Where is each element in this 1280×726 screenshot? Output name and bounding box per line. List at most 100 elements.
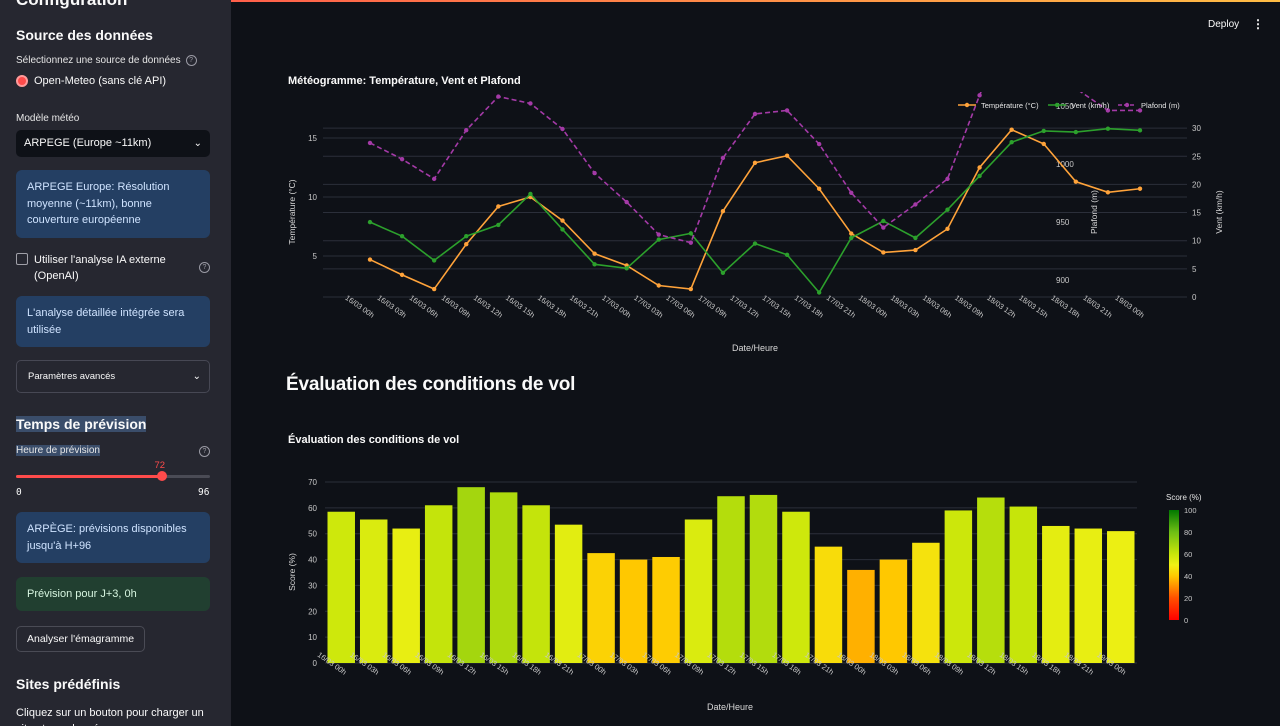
sidebar: Configuration Source des données Sélecti… bbox=[0, 0, 231, 726]
data-point bbox=[945, 226, 950, 232]
sites-title: Sites prédéfinis bbox=[16, 676, 121, 692]
y2-axis-title: Plafond (m) bbox=[1089, 190, 1099, 234]
checkbox-icon[interactable] bbox=[16, 253, 28, 265]
ai-checkbox-label: Utiliser l'analyse IA externe (OpenAI) bbox=[34, 254, 166, 282]
meteogram-chart: 510159009501000105011001150051015202530T… bbox=[287, 92, 1224, 353]
data-point bbox=[1073, 179, 1079, 184]
y-tick-label: 5 bbox=[313, 252, 318, 261]
y3-tick-label: 10 bbox=[1192, 237, 1201, 246]
help-icon[interactable]: ? bbox=[199, 446, 210, 457]
data-point bbox=[1041, 128, 1046, 134]
data-point bbox=[431, 176, 437, 182]
y-tick-label: 60 bbox=[308, 504, 317, 513]
data-point bbox=[945, 176, 950, 182]
y2-tick-label: 1050 bbox=[1056, 102, 1074, 111]
data-point bbox=[720, 208, 726, 214]
model-select[interactable]: ARPEGE (Europe ~11km) ⌄ bbox=[16, 130, 210, 157]
data-point bbox=[1105, 108, 1111, 113]
data-point bbox=[816, 290, 822, 295]
data-point bbox=[528, 101, 533, 106]
help-icon[interactable]: ? bbox=[185, 55, 197, 66]
data-point bbox=[624, 266, 629, 271]
data-point bbox=[592, 170, 597, 176]
score-bar bbox=[424, 505, 453, 663]
colorbar-tick-label: 0 bbox=[1184, 616, 1188, 625]
data-point bbox=[688, 240, 694, 245]
top-accent-line bbox=[0, 0, 1280, 2]
series-line bbox=[369, 128, 1141, 291]
help-icon[interactable]: ? bbox=[199, 262, 210, 273]
deploy-button[interactable]: Deploy bbox=[1208, 19, 1240, 30]
score-bar bbox=[1107, 531, 1135, 663]
data-source-radio[interactable]: Open-Meteo (sans clé API) bbox=[16, 75, 166, 88]
data-point bbox=[1105, 126, 1111, 131]
data-point bbox=[1137, 108, 1143, 113]
data-point bbox=[528, 191, 533, 197]
data-point bbox=[977, 93, 982, 98]
analyze-button[interactable]: Analyser l'émagramme bbox=[16, 626, 146, 652]
data-point bbox=[367, 219, 373, 225]
data-point bbox=[881, 250, 886, 255]
data-source-title: Source des données bbox=[16, 27, 153, 43]
score-chart-title: Évaluation des conditions de vol bbox=[288, 434, 460, 446]
y-tick-label: 0 bbox=[313, 659, 318, 668]
data-point bbox=[1137, 128, 1143, 133]
slider-thumb[interactable] bbox=[156, 471, 167, 481]
y3-tick-label: 25 bbox=[1192, 152, 1201, 161]
data-point bbox=[816, 141, 822, 147]
colorbar-tick-label: 40 bbox=[1184, 572, 1192, 581]
data-point bbox=[1041, 141, 1046, 147]
data-point bbox=[624, 199, 629, 205]
score-bar bbox=[749, 494, 778, 663]
score-bar bbox=[684, 519, 713, 663]
arpege-info-box: ARPÈGE: prévisions disponibles jusqu'à H… bbox=[16, 512, 210, 563]
data-point bbox=[431, 258, 437, 263]
chevron-down-icon: ⌄ bbox=[192, 371, 201, 382]
colorbar-title: Score (%) bbox=[1166, 493, 1202, 502]
forecast-success-box: Prévision pour J+3, 0h bbox=[16, 577, 210, 611]
kebab-menu-icon[interactable]: ⋮ bbox=[1252, 17, 1264, 31]
y3-tick-label: 15 bbox=[1192, 209, 1201, 218]
data-point bbox=[656, 232, 661, 237]
data-point bbox=[784, 153, 790, 158]
colorbar-tick-label: 80 bbox=[1184, 528, 1192, 537]
score-bar bbox=[554, 524, 583, 663]
colorbar-tick-label: 20 bbox=[1184, 594, 1192, 603]
score-bar bbox=[912, 542, 940, 663]
score-bar bbox=[782, 511, 810, 663]
y-tick-label: 50 bbox=[308, 530, 317, 539]
forecast-slider[interactable] bbox=[16, 471, 210, 481]
y-tick-label: 40 bbox=[308, 556, 317, 565]
colorbar-tick-label: 100 bbox=[1184, 506, 1197, 515]
data-point bbox=[464, 233, 469, 239]
slider-min: 0 bbox=[16, 487, 22, 498]
chevron-down-icon: ⌄ bbox=[193, 138, 202, 149]
data-point bbox=[913, 202, 918, 207]
score-bar bbox=[489, 492, 518, 663]
data-point bbox=[656, 237, 661, 242]
radio-selected-icon[interactable] bbox=[16, 75, 28, 88]
y-tick-label: 10 bbox=[308, 193, 317, 202]
section-title: Évaluation des conditions de vol bbox=[286, 374, 576, 395]
data-point bbox=[1105, 190, 1111, 195]
y-tick-label: 30 bbox=[308, 581, 317, 590]
y-tick-label: 20 bbox=[308, 607, 317, 616]
data-point bbox=[849, 231, 854, 236]
y2-tick-label: 1000 bbox=[1056, 160, 1074, 169]
config-title: Configuration bbox=[16, 0, 127, 10]
model-info-box: ARPEGE Europe: Résolution moyenne (~11km… bbox=[16, 170, 210, 238]
slider-value: 72 bbox=[154, 460, 166, 471]
score-bar bbox=[457, 487, 485, 663]
data-point bbox=[464, 127, 469, 133]
ai-checkbox-row[interactable]: Utiliser l'analyse IA externe (OpenAI) ? bbox=[16, 252, 210, 284]
data-point bbox=[752, 111, 758, 117]
score-bar bbox=[619, 559, 648, 663]
y3-tick-label: 0 bbox=[1192, 293, 1197, 302]
y-axis-title: Température (°C) bbox=[287, 179, 297, 244]
data-point bbox=[1073, 129, 1079, 135]
data-point bbox=[849, 190, 854, 195]
data-point bbox=[1009, 127, 1014, 132]
x-axis-title: Date/Heure bbox=[707, 702, 753, 712]
advanced-expander[interactable]: Paramètres avancés ⌄ bbox=[16, 360, 210, 393]
